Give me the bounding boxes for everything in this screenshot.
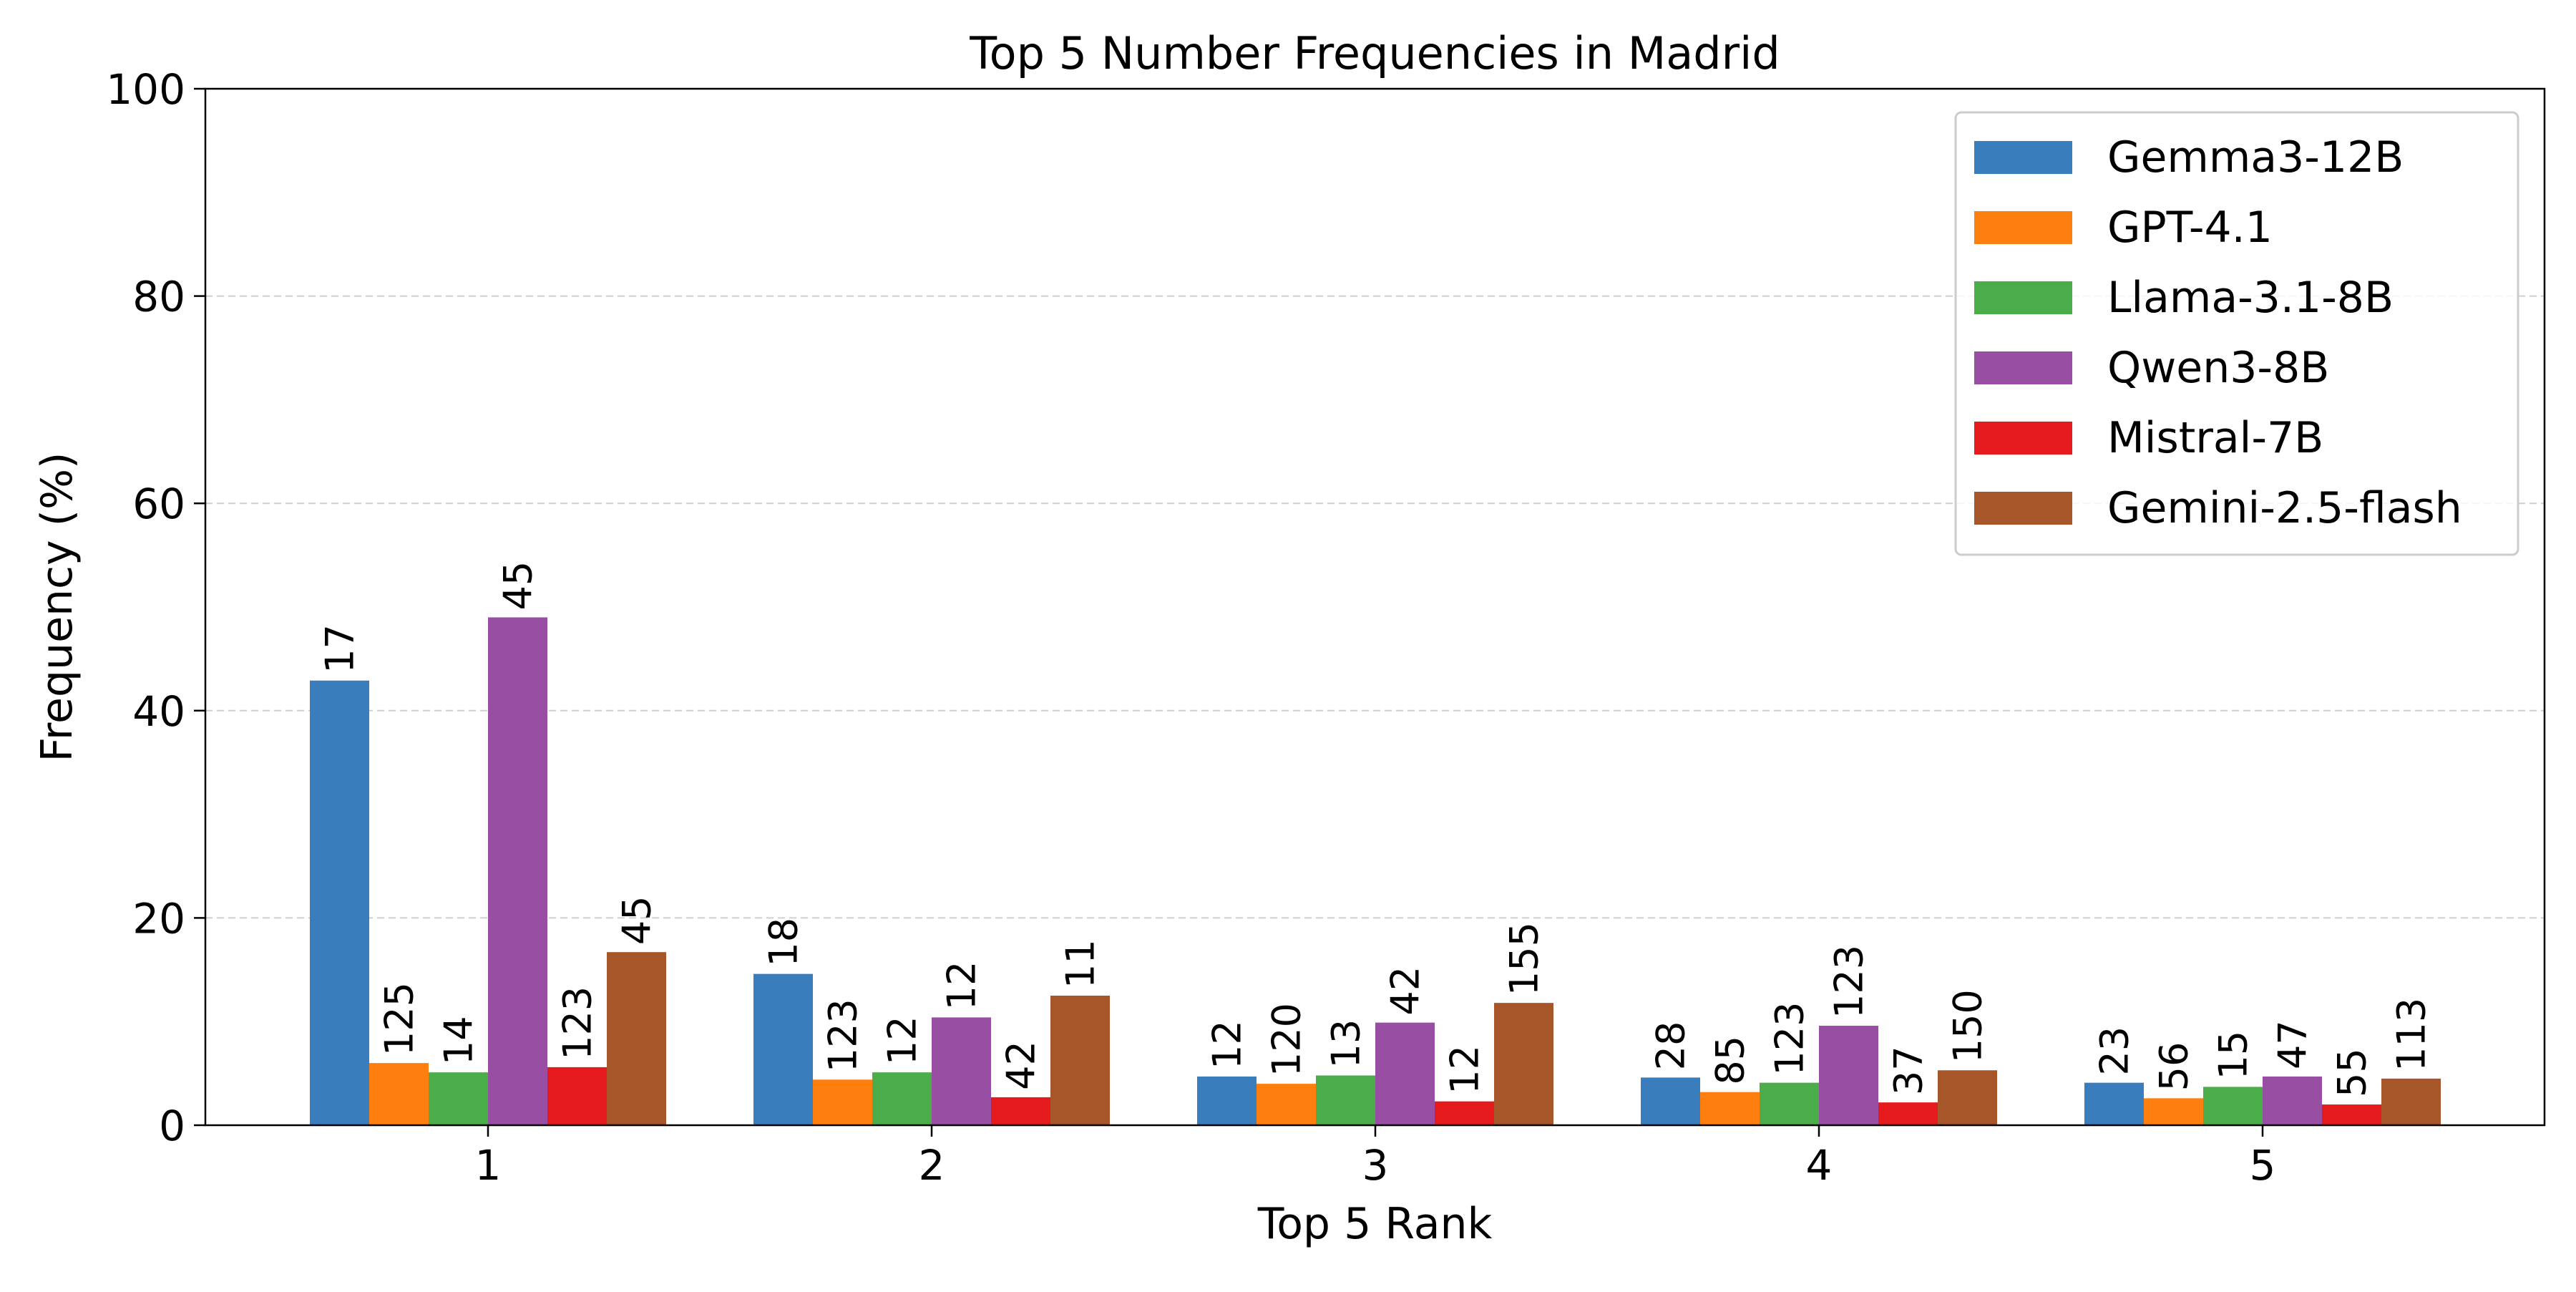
legend-label: Gemini-2.5-flash bbox=[2107, 483, 2462, 533]
bar bbox=[991, 1097, 1050, 1125]
legend-swatch bbox=[1974, 141, 2072, 174]
bar bbox=[1316, 1075, 1375, 1125]
bar bbox=[369, 1063, 429, 1125]
legend-label: Gemma3-12B bbox=[2107, 132, 2404, 183]
bar-value-label: 14 bbox=[436, 1016, 482, 1065]
bar bbox=[2381, 1078, 2441, 1125]
bar-value-label: 56 bbox=[2152, 1042, 2197, 1092]
x-tick-label: 3 bbox=[1362, 1141, 1389, 1190]
bar bbox=[813, 1079, 872, 1125]
bar bbox=[310, 680, 369, 1125]
bar bbox=[1375, 1022, 1435, 1125]
bar-layer bbox=[310, 617, 2441, 1125]
bar-value-label: 123 bbox=[821, 999, 866, 1072]
bar-value-label: 12 bbox=[1205, 1020, 1250, 1069]
bar bbox=[1938, 1070, 1997, 1125]
bar-value-label: 42 bbox=[999, 1041, 1044, 1090]
legend: Gemma3-12B GPT-4.1 Llama-3.1-8B Qwen3-8B Mis… bbox=[1954, 111, 2519, 556]
bar-value-label: 23 bbox=[2092, 1026, 2137, 1076]
bar bbox=[2144, 1098, 2203, 1125]
y-tick-label: 40 bbox=[132, 687, 185, 736]
bar bbox=[1050, 996, 1110, 1125]
legend-swatch bbox=[1974, 211, 2072, 244]
bar bbox=[932, 1017, 991, 1125]
legend-swatch bbox=[1974, 281, 2072, 314]
x-tick-label: 2 bbox=[919, 1141, 945, 1190]
bar bbox=[1700, 1092, 1760, 1125]
y-tick-label: 20 bbox=[132, 894, 185, 943]
legend-label: Mistral-7B bbox=[2107, 413, 2323, 463]
y-tick-label: 60 bbox=[132, 480, 185, 528]
bar-value-label: 37 bbox=[1886, 1046, 1931, 1095]
bar-label-layer: 17 125 14 45 123 45 18 123 12 12 42 11 12 120 13 42 12 15… bbox=[318, 561, 2434, 1097]
bar-value-label: 12 bbox=[940, 961, 985, 1011]
bar-value-label: 123 bbox=[1767, 1002, 1813, 1076]
bar-value-label: 15 bbox=[2211, 1031, 2256, 1080]
bar bbox=[1197, 1076, 1257, 1125]
y-axis-title: Frequency (%) bbox=[32, 452, 82, 762]
bar bbox=[872, 1072, 932, 1125]
bar-value-label: 18 bbox=[761, 918, 806, 967]
chart-title: Top 5 Number Frequencies in Madrid bbox=[969, 27, 1780, 79]
bar bbox=[2084, 1082, 2144, 1125]
y-tick-label: 100 bbox=[106, 65, 185, 114]
bar-value-label: 85 bbox=[1708, 1036, 1753, 1085]
legend-label: Llama-3.1-8B bbox=[2107, 273, 2394, 323]
x-tick-label: 5 bbox=[2250, 1141, 2276, 1190]
legend-swatch bbox=[1974, 492, 2072, 525]
bar-value-label: 42 bbox=[1383, 966, 1428, 1016]
bar-value-label: 13 bbox=[1324, 1019, 1369, 1069]
bar bbox=[1819, 1025, 1878, 1125]
bar-value-label: 123 bbox=[555, 986, 600, 1060]
bar-value-label: 55 bbox=[2330, 1048, 2375, 1097]
bar bbox=[2263, 1076, 2322, 1125]
bar-value-label: 12 bbox=[1443, 1045, 1488, 1094]
bar bbox=[488, 617, 547, 1125]
bar-value-label: 45 bbox=[496, 561, 541, 611]
bar-value-label: 120 bbox=[1264, 1003, 1309, 1077]
bar bbox=[1435, 1101, 1494, 1125]
bar bbox=[1494, 1003, 1553, 1125]
bar bbox=[1257, 1084, 1316, 1125]
bar-value-label: 113 bbox=[2389, 998, 2434, 1072]
bar-value-label: 125 bbox=[377, 982, 422, 1056]
legend-label: Qwen3-8B bbox=[2107, 343, 2329, 393]
bar bbox=[753, 973, 813, 1125]
bar bbox=[429, 1072, 488, 1125]
bar-value-label: 150 bbox=[1946, 989, 1991, 1063]
legend-swatch bbox=[1974, 351, 2072, 384]
bar bbox=[547, 1067, 607, 1125]
bar-value-label: 12 bbox=[880, 1016, 925, 1065]
bar-value-label: 47 bbox=[2270, 1020, 2316, 1069]
bar-value-label: 11 bbox=[1058, 939, 1103, 989]
y-tick-label: 80 bbox=[132, 273, 185, 321]
bar bbox=[607, 952, 666, 1125]
x-tick-label: 1 bbox=[475, 1141, 502, 1190]
bar-value-label: 28 bbox=[1649, 1021, 1694, 1071]
bar-value-label: 17 bbox=[318, 624, 363, 674]
bar-value-label: 45 bbox=[615, 895, 660, 945]
y-tick-label: 0 bbox=[159, 1102, 185, 1150]
legend-box bbox=[1954, 111, 2519, 556]
bar bbox=[2322, 1104, 2381, 1125]
legend-label: GPT-4.1 bbox=[2107, 203, 2273, 253]
bar bbox=[1878, 1102, 1938, 1125]
bar-value-label: 155 bbox=[1502, 922, 1547, 996]
x-tick-label: 4 bbox=[1806, 1141, 1833, 1190]
bar bbox=[2203, 1087, 2263, 1125]
bar bbox=[1760, 1082, 1819, 1125]
bar bbox=[1641, 1077, 1700, 1125]
legend-swatch bbox=[1974, 422, 2072, 455]
bar-value-label: 123 bbox=[1827, 945, 1872, 1019]
x-axis-title: Top 5 Rank bbox=[1257, 1199, 1493, 1249]
